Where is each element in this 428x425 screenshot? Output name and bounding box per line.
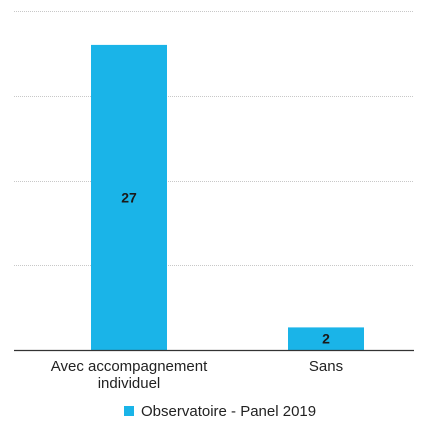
legend-label: Observatoire - Panel 2019 xyxy=(141,403,316,420)
bar xyxy=(91,44,167,351)
gridlines xyxy=(14,11,414,266)
legend: Observatoire - Panel 2019 xyxy=(124,403,316,420)
category-label: Sans xyxy=(309,358,343,375)
bars: 27 2 xyxy=(91,44,364,351)
bar xyxy=(288,327,364,350)
legend-swatch xyxy=(124,406,134,416)
category-label: Avec accompagnement individuel xyxy=(51,358,208,392)
data-label: 2 xyxy=(322,331,330,347)
category-labels: Avec accompagnement individuel Sans xyxy=(51,358,343,392)
data-label: 27 xyxy=(121,189,137,205)
